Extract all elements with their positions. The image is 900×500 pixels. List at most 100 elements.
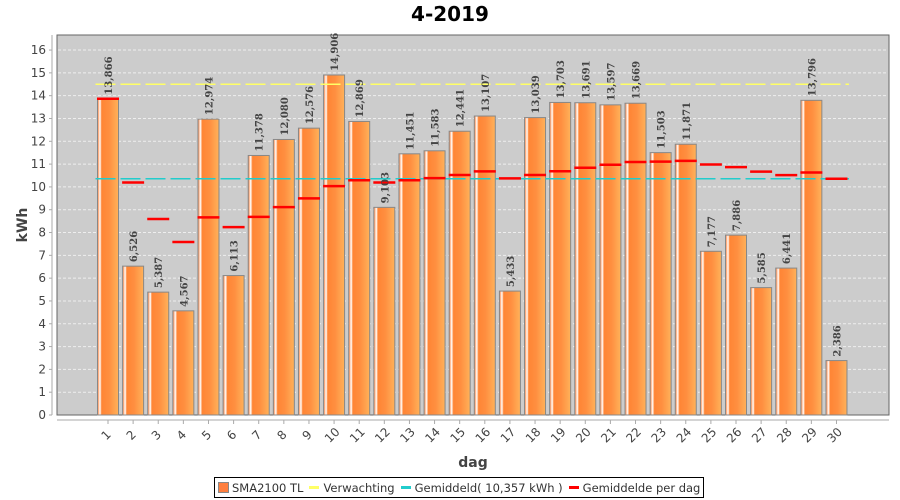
bar [699, 250, 722, 416]
x-axis: 1 2 3 4 5 6 7 8 9 10 11 12 13 14 15 16 17 18 19 20 21 22 23 24 2… [57, 419, 889, 446]
bar [272, 138, 295, 416]
data-label: 12,441 [456, 89, 467, 127]
bar [423, 150, 446, 416]
x-tick-label: 20 [573, 425, 594, 446]
legend-item-gemiddelde-per-dag: Gemiddelde per dag [568, 481, 700, 495]
chart-title: 4-2019 [411, 2, 489, 26]
y-tick-label: 9 [38, 203, 46, 217]
x-tick-label: 26 [724, 425, 745, 446]
bar [524, 117, 547, 416]
x-tick-label: 3 [149, 428, 164, 443]
x-tick-label: 17 [498, 425, 519, 446]
bar [348, 120, 371, 416]
bar [197, 118, 220, 416]
bar [725, 234, 747, 416]
data-label: 9,103 [380, 172, 391, 203]
data-label: 11,503 [657, 110, 668, 148]
bar [473, 115, 496, 416]
legend-label: SMA2100 TL [232, 480, 304, 495]
y-tick-label: 8 [38, 226, 46, 240]
bar [649, 152, 672, 416]
bar [800, 99, 823, 416]
x-tick-label: 23 [648, 425, 669, 446]
bar [147, 291, 170, 416]
x-tick-label: 5 [199, 428, 214, 443]
data-label: 2,386 [832, 325, 843, 356]
bar [247, 154, 270, 416]
x-tick-label: 15 [447, 425, 468, 446]
data-label: 5,387 [154, 257, 165, 288]
y-tick-label: 0 [38, 408, 46, 422]
x-tick-label: 9 [299, 428, 314, 443]
legend-item-sma2100: SMA2100 TL [218, 481, 303, 495]
gridlines [58, 49, 888, 393]
data-label: 13,107 [481, 74, 492, 112]
y-tick-label: 10 [31, 180, 46, 194]
bar [750, 287, 773, 416]
y-tick-label: 3 [38, 340, 46, 354]
bar [574, 102, 597, 416]
data-label: 13,796 [807, 58, 818, 96]
x-tick-label: 27 [749, 425, 770, 446]
x-tick-label: 1 [99, 428, 114, 443]
x-tick-label: 19 [548, 425, 569, 446]
legend-swatch-line [400, 486, 411, 489]
y-tick-label: 2 [38, 362, 46, 376]
data-label: 5,433 [506, 256, 517, 287]
bar [624, 102, 647, 416]
data-label: 12,080 [280, 97, 291, 135]
data-label: 11,451 [405, 112, 416, 150]
y-tick-label: 7 [38, 248, 46, 262]
data-label: 12,576 [305, 86, 316, 124]
data-label: 14,906 [330, 33, 341, 71]
bar [825, 360, 848, 416]
x-tick-label: 10 [322, 425, 343, 446]
bar [448, 130, 471, 416]
bar [775, 267, 798, 416]
y-tick-label: 1 [38, 385, 46, 399]
data-label: 11,378 [255, 113, 266, 151]
y-tick-label: 5 [38, 294, 46, 308]
x-axis-title: dag [458, 455, 488, 471]
x-tick-label: 2 [124, 428, 139, 443]
legend-label: Verwachting [323, 480, 395, 495]
data-label: 7,177 [707, 216, 718, 247]
data-label: 6,441 [782, 233, 793, 264]
bar [398, 153, 421, 416]
data-label: 11,871 [682, 102, 693, 140]
legend-swatch-bar [218, 482, 229, 493]
y-tick-label: 14 [31, 89, 46, 103]
data-label: 13,866 [104, 56, 115, 94]
y-tick-label: 13 [31, 111, 46, 125]
bar [674, 143, 697, 416]
data-label: 13,039 [531, 75, 542, 113]
data-label: 6,526 [129, 231, 140, 262]
legend-item-verwachting: Verwachting [309, 480, 395, 495]
y-tick-label: 4 [38, 317, 46, 331]
x-tick-label: 30 [824, 425, 845, 446]
x-tick-label: 25 [699, 425, 720, 446]
data-label: 11,583 [431, 108, 442, 146]
data-label: 13,669 [632, 61, 643, 99]
bar [297, 127, 320, 416]
legend-swatch-line [309, 486, 320, 489]
data-labels: 13,866 6,526 5,387 4,567 12,974 6,113 11,378 12… [104, 33, 843, 357]
daily-average-markers [97, 97, 848, 244]
bar [323, 74, 346, 416]
legend-swatch-line [568, 486, 579, 489]
x-tick-label: 29 [799, 425, 820, 446]
x-tick-label: 28 [774, 425, 795, 446]
x-tick-label: 7 [249, 428, 264, 443]
bar [97, 98, 119, 416]
data-label: 6,113 [230, 240, 241, 271]
data-label: 5,585 [757, 252, 768, 283]
bar [498, 290, 521, 416]
bars [97, 74, 848, 416]
data-label: 12,869 [355, 79, 366, 117]
x-tick-label: 16 [473, 425, 494, 446]
x-tick-label: 22 [623, 425, 644, 446]
x-tick-label: 18 [523, 425, 544, 446]
x-tick-label: 14 [422, 425, 443, 446]
legend: SMA2100 TL Verwachting Gemiddeld( 10,357… [214, 477, 705, 498]
